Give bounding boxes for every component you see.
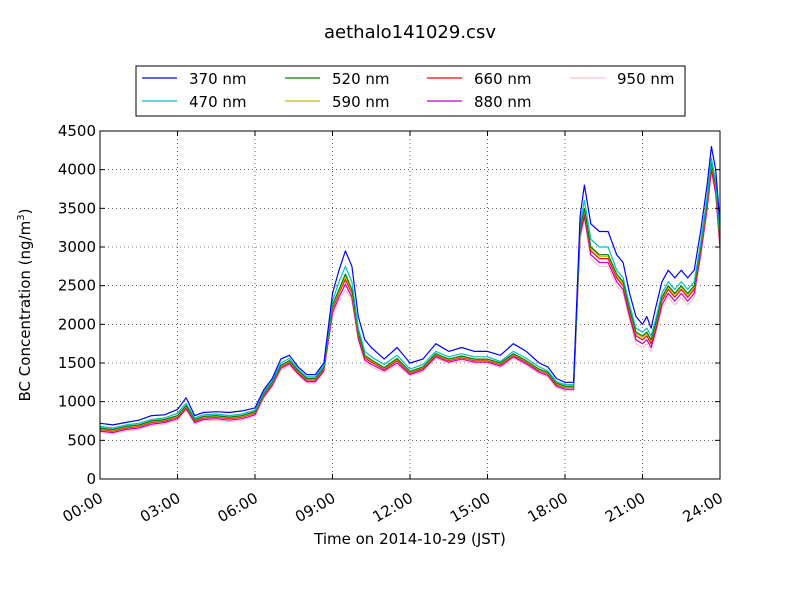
y-axis-label-suffix: ) xyxy=(16,209,34,215)
series-line-370-nm xyxy=(99,145,721,426)
series-line-950-nm xyxy=(99,172,721,435)
x-tick-label: 15:00 xyxy=(447,489,493,526)
x-tick-label: 24:00 xyxy=(680,489,726,526)
y-axis-label-main: BC Concentration (ng/m xyxy=(16,221,34,402)
y-tick-label: 3500 xyxy=(58,199,96,217)
x-axis-label: Time on 2014-10-29 (JST) xyxy=(313,530,506,548)
legend-label-470-nm: 470 nm xyxy=(189,93,247,111)
x-tick-label: 09:00 xyxy=(292,489,338,526)
y-tick-label: 2500 xyxy=(58,277,96,295)
x-tick-label: 00:00 xyxy=(60,489,106,526)
legend-label-950-nm: 950 nm xyxy=(617,70,675,88)
legend-label-520-nm: 520 nm xyxy=(332,70,390,88)
legend: 370 nm 470 nm 520 nm 590 nm 660 nm 880 nm 950 … xyxy=(135,65,686,117)
legend-label-590-nm: 590 nm xyxy=(332,93,390,111)
y-tick-label: 4500 xyxy=(58,122,96,140)
y-tick-label: 2000 xyxy=(58,315,96,333)
legend-label-370-nm: 370 nm xyxy=(189,70,247,88)
series-lines xyxy=(99,145,721,435)
x-tick-label: 12:00 xyxy=(370,489,416,526)
x-tick-label: 21:00 xyxy=(602,489,648,526)
chart-title: aethalo141029.csv xyxy=(324,22,496,43)
y-tick-label: 500 xyxy=(67,431,96,449)
x-tick-label: 03:00 xyxy=(137,489,183,526)
y-axis-label: BC Concentration (ng/m3) xyxy=(16,209,34,402)
x-tick-label: 06:00 xyxy=(215,489,261,526)
legend-label-880-nm: 880 nm xyxy=(474,93,532,111)
legend-label-660-nm: 660 nm xyxy=(474,70,532,88)
y-tick-label: 1000 xyxy=(58,393,96,411)
series-line-520-nm xyxy=(99,161,721,431)
series-line-880-nm xyxy=(99,169,721,434)
y-tick-label: 0 xyxy=(86,470,96,488)
series-line-470-nm xyxy=(99,157,721,429)
legend-box xyxy=(135,65,686,117)
y-tick-label: 4000 xyxy=(58,161,96,179)
y-axis-label-superscript: 3 xyxy=(16,214,27,220)
axis-ticks xyxy=(99,130,721,480)
y-tick-label: 3000 xyxy=(58,238,96,256)
y-tick-label: 1500 xyxy=(58,354,96,372)
x-tick-label: 18:00 xyxy=(525,489,571,526)
series-line-660-nm xyxy=(99,165,721,432)
